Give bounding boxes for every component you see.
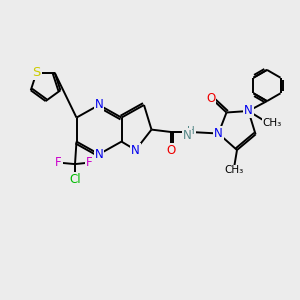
Text: N: N [244, 104, 253, 118]
Text: F: F [55, 156, 62, 169]
Text: H: H [187, 126, 195, 136]
Text: O: O [206, 92, 215, 105]
Text: N: N [94, 148, 103, 161]
Text: O: O [167, 144, 176, 157]
Text: N: N [131, 143, 140, 157]
Text: N: N [182, 129, 191, 142]
Text: S: S [32, 66, 41, 80]
Text: Cl: Cl [69, 173, 81, 186]
Text: CH₃: CH₃ [224, 165, 244, 176]
Text: CH₃: CH₃ [263, 118, 282, 128]
Text: N: N [214, 127, 223, 140]
Text: N: N [94, 98, 103, 112]
Text: F: F [86, 156, 93, 169]
